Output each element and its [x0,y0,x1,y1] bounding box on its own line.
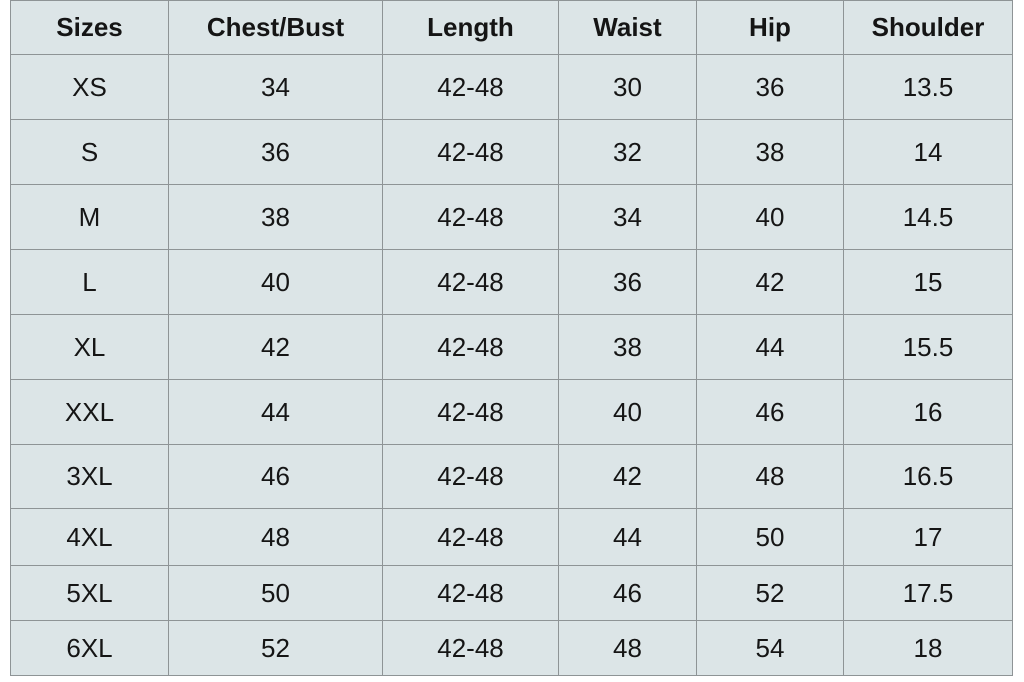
value-cell: 42-48 [382,184,559,250]
value-cell: 15 [843,249,1013,315]
value-cell: 14.5 [843,184,1013,250]
value-cell: 46 [558,565,697,621]
value-cell: 42-48 [382,54,559,120]
value-cell: 38 [168,184,383,250]
value-cell: 46 [696,379,844,445]
header-cell: Length [382,0,559,55]
value-cell: 52 [168,620,383,676]
value-cell: 42 [696,249,844,315]
value-cell: 32 [558,119,697,185]
value-cell: 17.5 [843,565,1013,621]
value-cell: 42-48 [382,620,559,676]
value-cell: 34 [558,184,697,250]
value-cell: 40 [168,249,383,315]
size-cell: S [10,119,169,185]
value-cell: 42-48 [382,249,559,315]
value-cell: 13.5 [843,54,1013,120]
size-cell: 6XL [10,620,169,676]
value-cell: 42-48 [382,444,559,509]
size-cell: XS [10,54,169,120]
value-cell: 42-48 [382,119,559,185]
size-cell: 3XL [10,444,169,509]
value-cell: 50 [696,508,844,566]
value-cell: 16 [843,379,1013,445]
header-cell: Chest/Bust [168,0,383,55]
value-cell: 44 [696,314,844,380]
size-cell: XXL [10,379,169,445]
value-cell: 36 [168,119,383,185]
value-cell: 14 [843,119,1013,185]
value-cell: 17 [843,508,1013,566]
header-cell: Waist [558,0,697,55]
value-cell: 18 [843,620,1013,676]
header-cell: Shoulder [843,0,1013,55]
value-cell: 48 [696,444,844,509]
value-cell: 42 [558,444,697,509]
value-cell: 44 [558,508,697,566]
value-cell: 48 [168,508,383,566]
value-cell: 38 [696,119,844,185]
size-cell: M [10,184,169,250]
value-cell: 50 [168,565,383,621]
size-cell: 4XL [10,508,169,566]
size-cell: 5XL [10,565,169,621]
value-cell: 40 [696,184,844,250]
value-cell: 54 [696,620,844,676]
value-cell: 34 [168,54,383,120]
header-cell: Hip [696,0,844,55]
value-cell: 42-48 [382,565,559,621]
value-cell: 42-48 [382,379,559,445]
size-cell: XL [10,314,169,380]
size-cell: L [10,249,169,315]
value-cell: 36 [558,249,697,315]
value-cell: 16.5 [843,444,1013,509]
value-cell: 46 [168,444,383,509]
value-cell: 30 [558,54,697,120]
value-cell: 44 [168,379,383,445]
value-cell: 52 [696,565,844,621]
value-cell: 36 [696,54,844,120]
value-cell: 15.5 [843,314,1013,380]
value-cell: 38 [558,314,697,380]
value-cell: 42-48 [382,508,559,566]
header-cell: Sizes [10,0,169,55]
value-cell: 40 [558,379,697,445]
value-cell: 42 [168,314,383,380]
value-cell: 42-48 [382,314,559,380]
value-cell: 48 [558,620,697,676]
